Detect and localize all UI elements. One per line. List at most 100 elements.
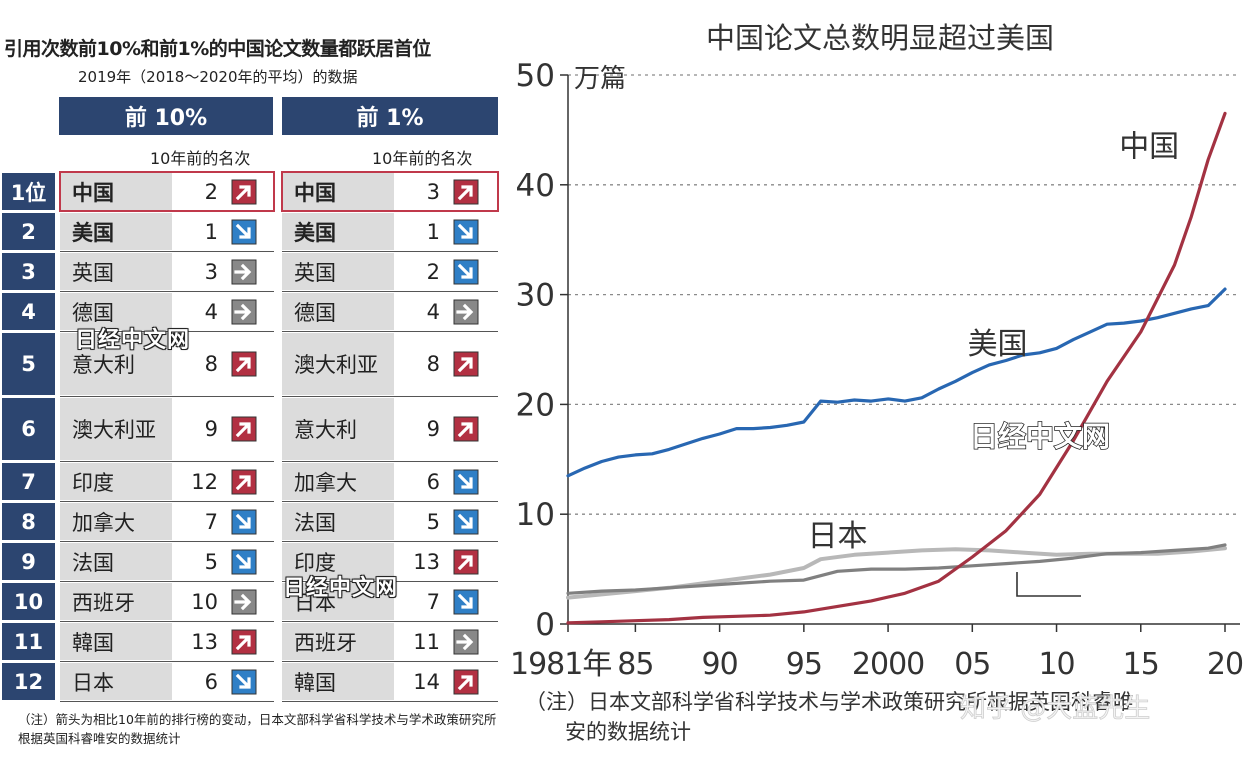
trend-down-arrow-icon	[453, 469, 479, 495]
prev-rank-top1: 9	[394, 398, 446, 460]
rank-cell: 9	[2, 543, 55, 580]
prev-rank-top10: 12	[172, 463, 224, 500]
country-name-top1: 韓国	[282, 663, 394, 700]
prev-rank-label-top10: 10年前的名次	[150, 149, 251, 168]
prev-rank-top10: 7	[172, 503, 224, 540]
trend-same-arrow-icon	[231, 299, 257, 325]
prev-rank-top10: 13	[172, 623, 224, 660]
series-label: 美国	[968, 327, 1028, 362]
trend-up-arrow-icon	[453, 669, 479, 695]
header-top10: 前 10%	[59, 97, 273, 135]
row-divider	[60, 331, 274, 332]
row-divider	[60, 396, 274, 397]
bracket-mark	[1016, 572, 1081, 597]
prev-rank-top10: 6	[172, 663, 224, 700]
highlight-box-top1	[281, 171, 499, 212]
rank-cell: 5	[2, 333, 55, 395]
prev-rank-top1: 7	[394, 583, 446, 620]
series-label: 中国	[1119, 129, 1179, 164]
country-name-top10: 美国	[60, 213, 172, 250]
x-tick-label: 20	[1207, 647, 1243, 682]
zhihu-watermark: 知乎 @大蓝先生	[960, 694, 1150, 724]
country-name-top1: 加拿大	[282, 463, 394, 500]
watermark: 日经中文网	[283, 576, 399, 601]
row-divider	[282, 251, 498, 252]
row-divider	[282, 461, 498, 462]
x-tick-label: 85	[617, 647, 653, 682]
trend-up-arrow-icon	[231, 179, 257, 205]
trend-same-arrow-icon	[231, 589, 257, 615]
trend-up-arrow-icon	[231, 416, 257, 442]
prev-rank-top1: 13	[394, 543, 446, 580]
ranking-table-panel: 引用次数前10%和前1%的中国论文数量都跃居首位 2019年（2018～2020…	[0, 0, 505, 758]
table-note: （注）箭头为相比10年前的排行榜的变动，日本文部科学省科学技术与学术政策研究所根…	[18, 712, 497, 746]
row-divider	[282, 661, 498, 662]
trend-down-arrow-icon	[231, 509, 257, 535]
trend-down-arrow-icon	[231, 669, 257, 695]
table-subtitle: 2019年（2018～2020年的平均）的数据	[78, 68, 358, 86]
prev-rank-top10: 9	[172, 398, 224, 460]
header-top1: 前 1%	[282, 97, 498, 135]
row-divider	[60, 461, 274, 462]
series-line-us	[566, 287, 1227, 478]
country-name-top10: 中国	[60, 173, 172, 210]
trend-up-arrow-icon	[453, 351, 479, 377]
trend-down-arrow-icon	[453, 259, 479, 285]
country-name-top1: 英国	[282, 253, 394, 290]
rank-cell: 6	[2, 398, 55, 460]
prev-rank-top10: 4	[172, 293, 224, 330]
y-axis-label: 万篇	[574, 64, 626, 94]
row-divider	[282, 621, 498, 622]
rank-cell: 3	[2, 253, 55, 290]
trend-up-arrow-icon	[231, 351, 257, 377]
prev-rank-top1: 1	[394, 213, 446, 250]
series-line-japan	[566, 546, 1227, 600]
series-label: 日本	[808, 519, 868, 554]
row-divider	[282, 501, 498, 502]
country-name-top10: 英国	[60, 253, 172, 290]
trend-down-arrow-icon	[231, 549, 257, 575]
row-divider	[282, 331, 498, 332]
row-divider	[60, 701, 274, 702]
rank-cell: 10	[2, 583, 55, 620]
trend-same-arrow-icon	[231, 259, 257, 285]
chart-title: 中国论文总数明显超过美国	[706, 21, 1054, 55]
trend-down-arrow-icon	[453, 219, 479, 245]
prev-rank-top10: 8	[172, 333, 224, 395]
prev-rank-top1: 5	[394, 503, 446, 540]
country-name-top1: 印度	[282, 543, 394, 580]
y-tick-label: 10	[516, 497, 555, 533]
country-name-top10: 日本	[60, 663, 172, 700]
series-line-china	[566, 111, 1227, 625]
x-tick-label: 90	[702, 647, 738, 682]
prev-rank-top10: 1	[172, 213, 224, 250]
row-divider	[60, 621, 274, 622]
trend-up-arrow-icon	[453, 416, 479, 442]
trend-up-arrow-icon	[231, 469, 257, 495]
row-divider	[60, 661, 274, 662]
country-name-top1: 意大利	[282, 398, 394, 460]
table-title: 引用次数前10%和前1%的中国论文数量都跃居首位	[4, 38, 431, 60]
highlight-box-top10	[59, 171, 275, 212]
x-tick-label: 95	[786, 647, 822, 682]
watermark: 日经中文网	[970, 420, 1110, 453]
country-name-top1: 德国	[282, 293, 394, 330]
rank-cell: 2	[2, 213, 55, 250]
rank-cell: 11	[2, 623, 55, 660]
country-name-top10: 印度	[60, 463, 172, 500]
trend-up-arrow-icon	[453, 179, 479, 205]
country-name-top10: 澳大利亚	[60, 398, 172, 460]
series-line-other	[566, 543, 1227, 595]
prev-rank-top1: 2	[394, 253, 446, 290]
watermark: 日经中文网	[75, 328, 191, 353]
prev-rank-top1: 3	[394, 173, 446, 210]
x-tick-label: 15	[1123, 647, 1159, 682]
country-name-top1: 美国	[282, 213, 394, 250]
prev-rank-top10: 5	[172, 543, 224, 580]
prev-rank-top10: 3	[172, 253, 224, 290]
country-name-top10: 意大利	[60, 333, 172, 395]
trend-down-arrow-icon	[453, 509, 479, 535]
y-tick-label: 50	[516, 58, 555, 94]
y-tick-label: 20	[516, 387, 555, 423]
rank-cell: 7	[2, 463, 55, 500]
